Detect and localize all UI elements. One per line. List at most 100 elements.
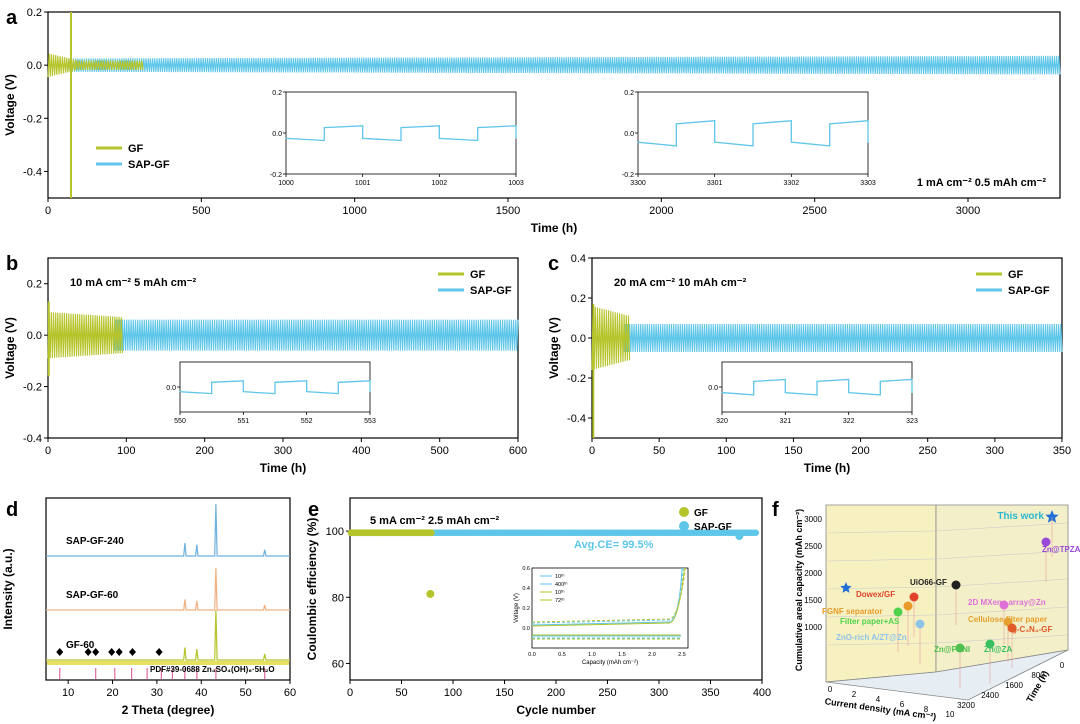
legend-label: GF: [128, 143, 144, 155]
x-tick-label: 6: [900, 700, 905, 709]
inset-x-tick-label: 552: [301, 418, 313, 425]
y-tick-label: -0.4: [23, 433, 42, 445]
inset-y-tick-label: 0.0: [522, 626, 530, 632]
panel-letter: d: [6, 499, 18, 521]
inset-x-tick-label: 0.5: [558, 652, 566, 658]
inset-y-tick-label: 0.0: [272, 131, 282, 138]
y-tick-label: 0.2: [27, 279, 42, 291]
test-condition: 5 mA cm⁻² 2.5 mAh cm⁻²: [370, 515, 500, 527]
diamond-marker: [92, 648, 100, 656]
sap-gf-ce-outlier: [735, 532, 744, 541]
legend-swatch: [679, 507, 689, 517]
comparison-point: [985, 639, 995, 649]
inset-x-tick-label: 551: [237, 418, 249, 425]
panel-letter: b: [6, 253, 18, 275]
x-tick-label: 200: [851, 445, 869, 457]
y-tick-label: 0.0: [27, 60, 42, 72]
grid-line: [825, 558, 937, 562]
gf-ce-point: [427, 529, 435, 537]
x-axis-label: Time (h): [531, 221, 577, 235]
y-tick-label: 2000: [804, 569, 822, 578]
x-tick-label: 40: [195, 687, 207, 699]
inset-y-tick-label: 0.0: [624, 131, 634, 138]
diamond-marker: [129, 648, 137, 656]
y-tick-label: -0.2: [23, 382, 42, 394]
test-condition: 20 mA cm⁻² 10 mAh cm⁻²: [614, 277, 747, 289]
x-tick-label: 350: [1053, 445, 1071, 457]
inset-legend-label: 10ᵗʰ: [555, 573, 564, 580]
floor-plane: [825, 649, 1069, 701]
panel-c: 0 50 100 150 200 250 300 350 -0.4 -0.2 0.0 0.2 0.4 Ti…: [547, 253, 1071, 475]
x-tick-label: 30: [151, 687, 163, 699]
x-axis-label: Time (h): [260, 461, 306, 475]
y-tick-label: 2500: [804, 542, 822, 551]
y-tick-label: 0.0: [27, 330, 42, 342]
panel-e: 0 50 100 150 200 250 300 350 400 60 80 100 Cycle num…: [305, 497, 771, 717]
inset-x-tick-label: 2.5: [678, 652, 686, 658]
inset-x-tick-label: 1001: [355, 180, 371, 187]
panel-letter: f: [772, 499, 779, 521]
gf-ce-outlier: [426, 589, 435, 598]
z-tick-label: 3200: [957, 701, 975, 710]
inset-x-tick-label: 1.0: [588, 652, 596, 658]
avg-ce-annotation: Avg.CE= 99.5%: [574, 539, 654, 551]
reference-label: PDF#39-0688 Zn₄SO₄(OH)₆·5H₂O: [150, 665, 275, 674]
inset-x-tick-label: 323: [906, 418, 918, 425]
y-tick-label: 1000: [804, 623, 822, 632]
y-tick-label: 100: [326, 526, 344, 538]
y-axis-label: Voltage (V): [3, 317, 17, 379]
y-tick-label: 1500: [804, 596, 822, 605]
x-tick-label: 350: [701, 687, 719, 699]
inset-x-tick-label: 1.5: [618, 652, 626, 658]
diamond-marker: [155, 648, 163, 656]
inset-voltage-curve: [285, 125, 517, 142]
x-tick-label: 400: [753, 687, 771, 699]
inset-x-tick-label: 3303: [860, 180, 876, 187]
y-axis-label: Coulombic efficiency (%): [305, 518, 319, 661]
x-tick-label: 150: [784, 445, 802, 457]
this-work-projection-star: [840, 582, 852, 593]
grid-line: [935, 522, 1069, 532]
x-tick-label: 20: [106, 687, 118, 699]
inset-x-tick-label: 3300: [630, 180, 646, 187]
y-tick-label: -0.2: [567, 373, 586, 385]
y-tick-label: 0.2: [27, 7, 42, 19]
z-tick-label: 2400: [981, 691, 999, 700]
comparison-point-label: Zn@PANI: [934, 645, 970, 654]
inset-y-axis-label: Voltage (V): [514, 593, 520, 623]
x-tick-label: 100: [717, 445, 735, 457]
inset-voltage-curve: [179, 380, 371, 395]
inset-legend-label: 10ᵗʰ: [555, 589, 564, 596]
inset-voltage-curve: [637, 119, 869, 147]
inset-y-tick-label: 0.2: [522, 606, 530, 612]
y-axis-label: Voltage (V): [3, 74, 17, 136]
xrd-pattern-label: SAP-GF-60: [66, 590, 119, 601]
y-tick-label: -0.4: [567, 413, 586, 425]
x-tick-label: 1500: [496, 205, 520, 217]
inset-x-tick-label: 0.0: [528, 652, 536, 658]
plot-frame: [47, 11, 1061, 199]
x-tick-label: 100: [117, 445, 135, 457]
diamond-marker: [84, 648, 92, 656]
inset-x-tick-label: 553: [364, 418, 376, 425]
xrd-pattern: [46, 609, 290, 661]
x-tick-label: 500: [192, 205, 210, 217]
legend-label: GF: [694, 508, 708, 519]
comparison-point-label: This work: [997, 511, 1044, 522]
diamond-marker: [56, 648, 64, 656]
sap-gf-voltage-band: [623, 323, 1063, 353]
comparison-point: [1041, 537, 1051, 547]
x-tick-label: 1000: [342, 205, 366, 217]
reference-band: [47, 661, 289, 665]
comparison-point-label: ZnO-rich A/ZT@Zn: [836, 633, 907, 642]
x-tick-label: 200: [547, 687, 565, 699]
x-tick-label: 50: [653, 445, 665, 457]
inset-voltage-curve: [531, 567, 687, 623]
x-tick-label: 100: [444, 687, 462, 699]
x-tick-label: 150: [495, 687, 513, 699]
grid-line: [825, 642, 937, 646]
comparison-point-label: FGNF separator: [822, 607, 882, 616]
comparison-point: [955, 643, 965, 653]
gf-voltage-band-tail: [75, 60, 144, 70]
x-tick-label: 300: [986, 445, 1004, 457]
